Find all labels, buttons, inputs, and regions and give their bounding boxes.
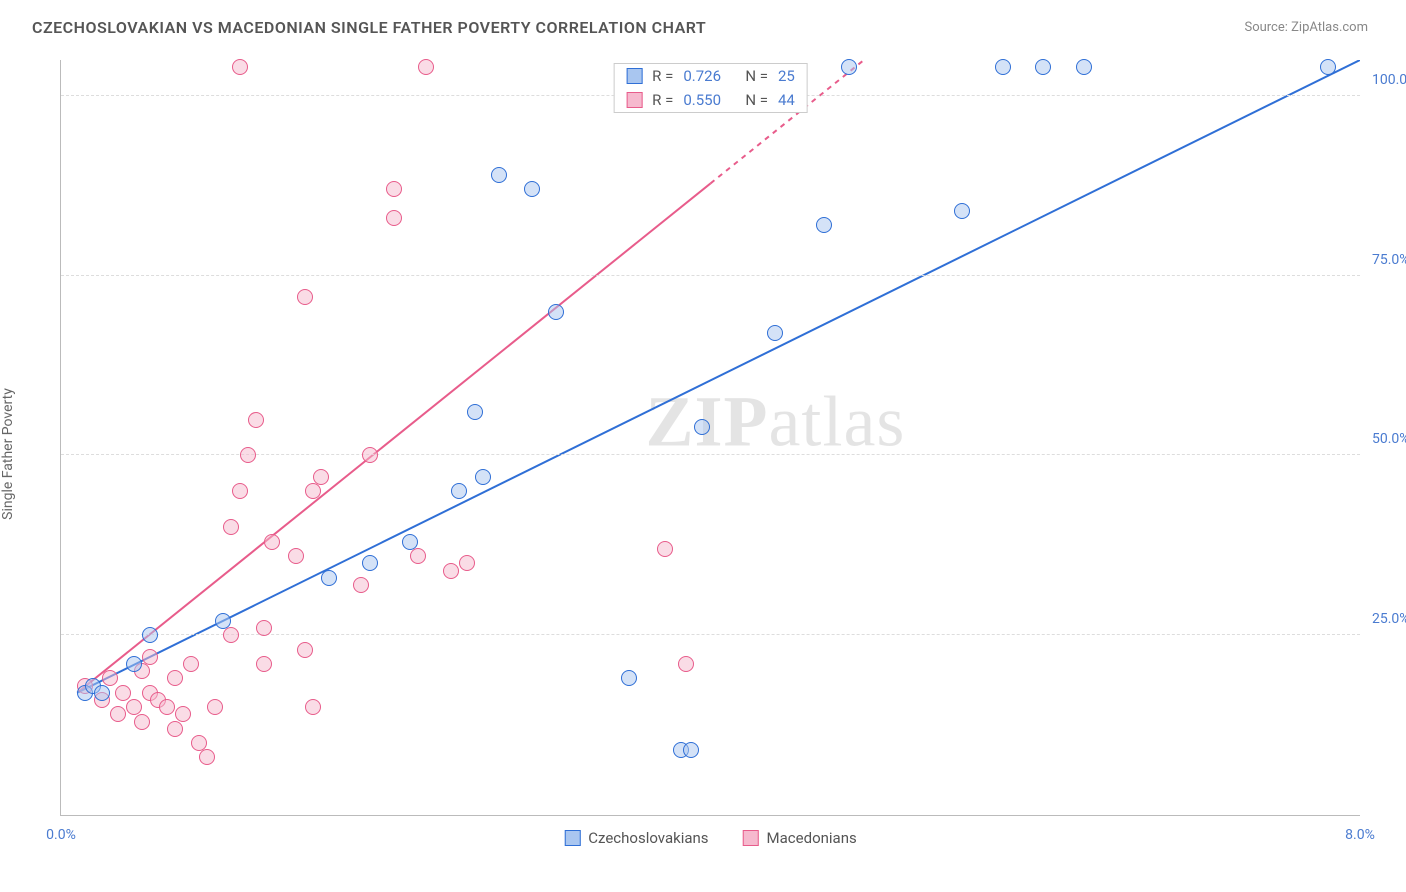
swatch-cz xyxy=(564,830,580,846)
x-tick-label: 0.0% xyxy=(46,827,76,843)
cz-point xyxy=(321,570,337,586)
mk-point xyxy=(386,210,402,226)
cz-point xyxy=(467,404,483,420)
cz-point xyxy=(94,685,110,701)
grid-line xyxy=(61,454,1360,455)
trendlines-svg xyxy=(61,60,1360,815)
cz-point xyxy=(1035,59,1051,75)
mk-point xyxy=(297,642,313,658)
mk-point xyxy=(297,289,313,305)
y-axis-label: Single Father Poverty xyxy=(0,388,16,520)
cz-point xyxy=(1320,59,1336,75)
r-label: R = xyxy=(652,67,673,85)
swatch-mk xyxy=(626,92,642,108)
mk-point xyxy=(159,699,175,715)
mk-point xyxy=(305,699,321,715)
mk-point xyxy=(115,685,131,701)
mk-point xyxy=(362,447,378,463)
legend-label-mk: Macedonians xyxy=(767,829,857,847)
mk-point xyxy=(256,656,272,672)
mk-point xyxy=(288,548,304,564)
mk-point xyxy=(199,749,215,765)
legend-item-mk: Macedonians xyxy=(743,829,857,847)
chart-title: CZECHOSLOVAKIAN VS MACEDONIAN SINGLE FAT… xyxy=(32,18,706,37)
cz-point xyxy=(126,656,142,672)
mk-point xyxy=(102,670,118,686)
cz-point xyxy=(142,627,158,643)
correlation-legend: R = 0.726 N = 25 R = 0.550 N = 44 xyxy=(613,63,808,113)
cz-point xyxy=(491,167,507,183)
grid-line xyxy=(61,275,1360,276)
r-value-mk: 0.550 xyxy=(683,91,729,109)
cz-point xyxy=(683,742,699,758)
source-label: Source: ZipAtlas.com xyxy=(1244,20,1368,35)
mk-point xyxy=(142,649,158,665)
cz-point xyxy=(767,325,783,341)
y-tick-label: 75.0% xyxy=(1372,252,1406,268)
mk-point xyxy=(459,555,475,571)
cz-point xyxy=(694,419,710,435)
mk-point xyxy=(240,447,256,463)
mk-point xyxy=(232,59,248,75)
mk-point xyxy=(223,627,239,643)
mk-point xyxy=(264,534,280,550)
mk-point xyxy=(134,714,150,730)
cz-point xyxy=(621,670,637,686)
cz-point xyxy=(954,203,970,219)
mk-point xyxy=(443,563,459,579)
cz-point xyxy=(475,469,491,485)
mk-point xyxy=(657,541,673,557)
mk-point xyxy=(256,620,272,636)
n-value-mk: 44 xyxy=(778,91,795,109)
series-legend: Czechoslovakians Macedonians xyxy=(564,829,857,847)
cz-point xyxy=(215,613,231,629)
n-value-cz: 25 xyxy=(778,67,795,85)
mk-point xyxy=(110,706,126,722)
swatch-mk xyxy=(743,830,759,846)
mk-point xyxy=(386,181,402,197)
y-tick-label: 25.0% xyxy=(1372,611,1406,627)
x-tick-label: 8.0% xyxy=(1345,827,1375,843)
mk-point xyxy=(167,670,183,686)
legend-item-cz: Czechoslovakians xyxy=(564,829,708,847)
legend-label-cz: Czechoslovakians xyxy=(588,829,708,847)
mk-point xyxy=(223,519,239,535)
grid-line xyxy=(61,634,1360,635)
r-value-cz: 0.726 xyxy=(683,67,729,85)
mk-point xyxy=(353,577,369,593)
cz-point xyxy=(995,59,1011,75)
mk-point xyxy=(313,469,329,485)
mk-point xyxy=(167,721,183,737)
y-tick-label: 50.0% xyxy=(1372,431,1406,447)
cz-point xyxy=(451,483,467,499)
mk-point xyxy=(248,412,264,428)
mk-point xyxy=(175,706,191,722)
mk-point xyxy=(305,483,321,499)
mk-point xyxy=(678,656,694,672)
legend-row-cz: R = 0.726 N = 25 xyxy=(614,64,807,88)
mk-point xyxy=(418,59,434,75)
cz-point xyxy=(402,534,418,550)
mk-point xyxy=(232,483,248,499)
r-label: R = xyxy=(652,91,673,109)
n-label: N = xyxy=(745,91,768,109)
cz-point xyxy=(841,59,857,75)
cz-point xyxy=(548,304,564,320)
y-tick-label: 100.0% xyxy=(1372,72,1406,88)
cz-point xyxy=(524,181,540,197)
cz-point xyxy=(816,217,832,233)
mk-point xyxy=(207,699,223,715)
mk-point xyxy=(183,656,199,672)
chart-plot-area: ZIPatlas R = 0.726 N = 25 R = 0.550 N = … xyxy=(60,60,1360,816)
mk-point xyxy=(410,548,426,564)
legend-row-mk: R = 0.550 N = 44 xyxy=(614,88,807,112)
swatch-cz xyxy=(626,68,642,84)
cz-point xyxy=(362,555,378,571)
watermark: ZIPatlas xyxy=(645,381,905,464)
n-label: N = xyxy=(745,67,768,85)
cz-point xyxy=(1076,59,1092,75)
